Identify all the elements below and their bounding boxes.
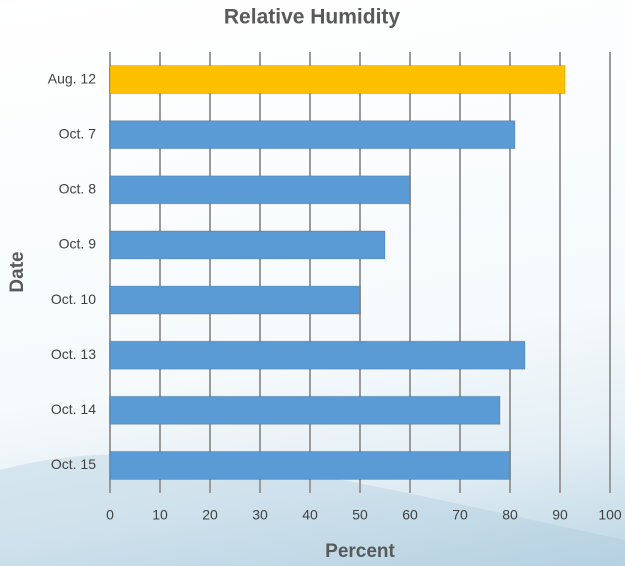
bar <box>109 120 516 150</box>
background-swoosh <box>0 454 625 566</box>
x-tick-label: 0 <box>106 507 114 523</box>
y-tick-label: Oct. 13 <box>51 346 96 362</box>
x-tick-label: 50 <box>352 507 368 523</box>
y-tick-label: Oct. 15 <box>51 456 96 472</box>
x-tick-label: 60 <box>402 507 418 523</box>
x-tick-label: 70 <box>452 507 468 523</box>
bar <box>109 395 501 425</box>
x-tick-label: 10 <box>152 507 168 523</box>
y-tick-label: Oct. 9 <box>59 236 97 252</box>
bar <box>109 450 511 480</box>
bar <box>109 175 411 205</box>
bar <box>109 285 361 315</box>
bar <box>109 340 526 370</box>
chart-title: Relative Humidity <box>224 6 401 29</box>
x-tick-label: 90 <box>552 507 568 523</box>
bar <box>109 230 386 260</box>
y-tick-label: Oct. 14 <box>51 401 96 417</box>
x-axis-title: Percent <box>325 541 395 562</box>
y-axis-title: Date <box>7 251 28 292</box>
y-tick-label: Oct. 8 <box>59 181 97 197</box>
x-tick-label: 80 <box>502 507 518 523</box>
x-tick-label: 100 <box>598 507 622 523</box>
y-tick-label: Aug. 12 <box>48 70 96 86</box>
x-tick-label: 40 <box>302 507 318 523</box>
y-tick-label: Oct. 7 <box>59 125 97 141</box>
x-tick-label: 20 <box>202 507 218 523</box>
x-tick-label: 30 <box>252 507 268 523</box>
bar <box>109 65 566 95</box>
y-tick-label: Oct. 10 <box>51 291 96 307</box>
